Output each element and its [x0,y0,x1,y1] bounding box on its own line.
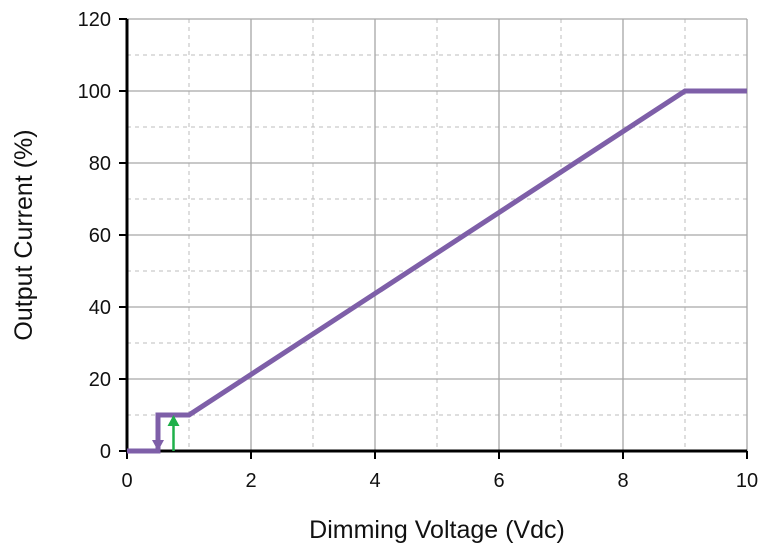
y-tick-label: 0 [100,441,111,463]
x-tick-label: 8 [617,470,628,492]
y-tick-label: 60 [89,225,111,247]
arrow-down-icon [152,440,164,451]
y-axis-title: Output Current (%) [10,129,38,340]
x-tick-label: 2 [245,470,256,492]
x-axis-title: Dimming Voltage (Vdc) [309,516,565,544]
y-tick-labels: 0 20 40 60 80 100 120 [78,9,111,463]
x-tick-label: 10 [736,470,758,492]
y-tick-label: 40 [89,297,111,319]
arrow-up-icon [167,415,180,426]
y-tick-label: 100 [78,81,111,103]
x-tick-labels: 0 2 4 6 8 10 [121,470,758,492]
major-grid [127,18,748,451]
y-tick-label: 120 [78,9,111,31]
x-tick-label: 4 [369,470,380,492]
y-tick-label: 20 [89,369,111,391]
x-tick-label: 6 [493,470,504,492]
x-tick-label: 0 [121,470,132,492]
annotation-layer [152,415,180,451]
axes [119,18,748,459]
y-tick-label: 80 [89,153,111,175]
